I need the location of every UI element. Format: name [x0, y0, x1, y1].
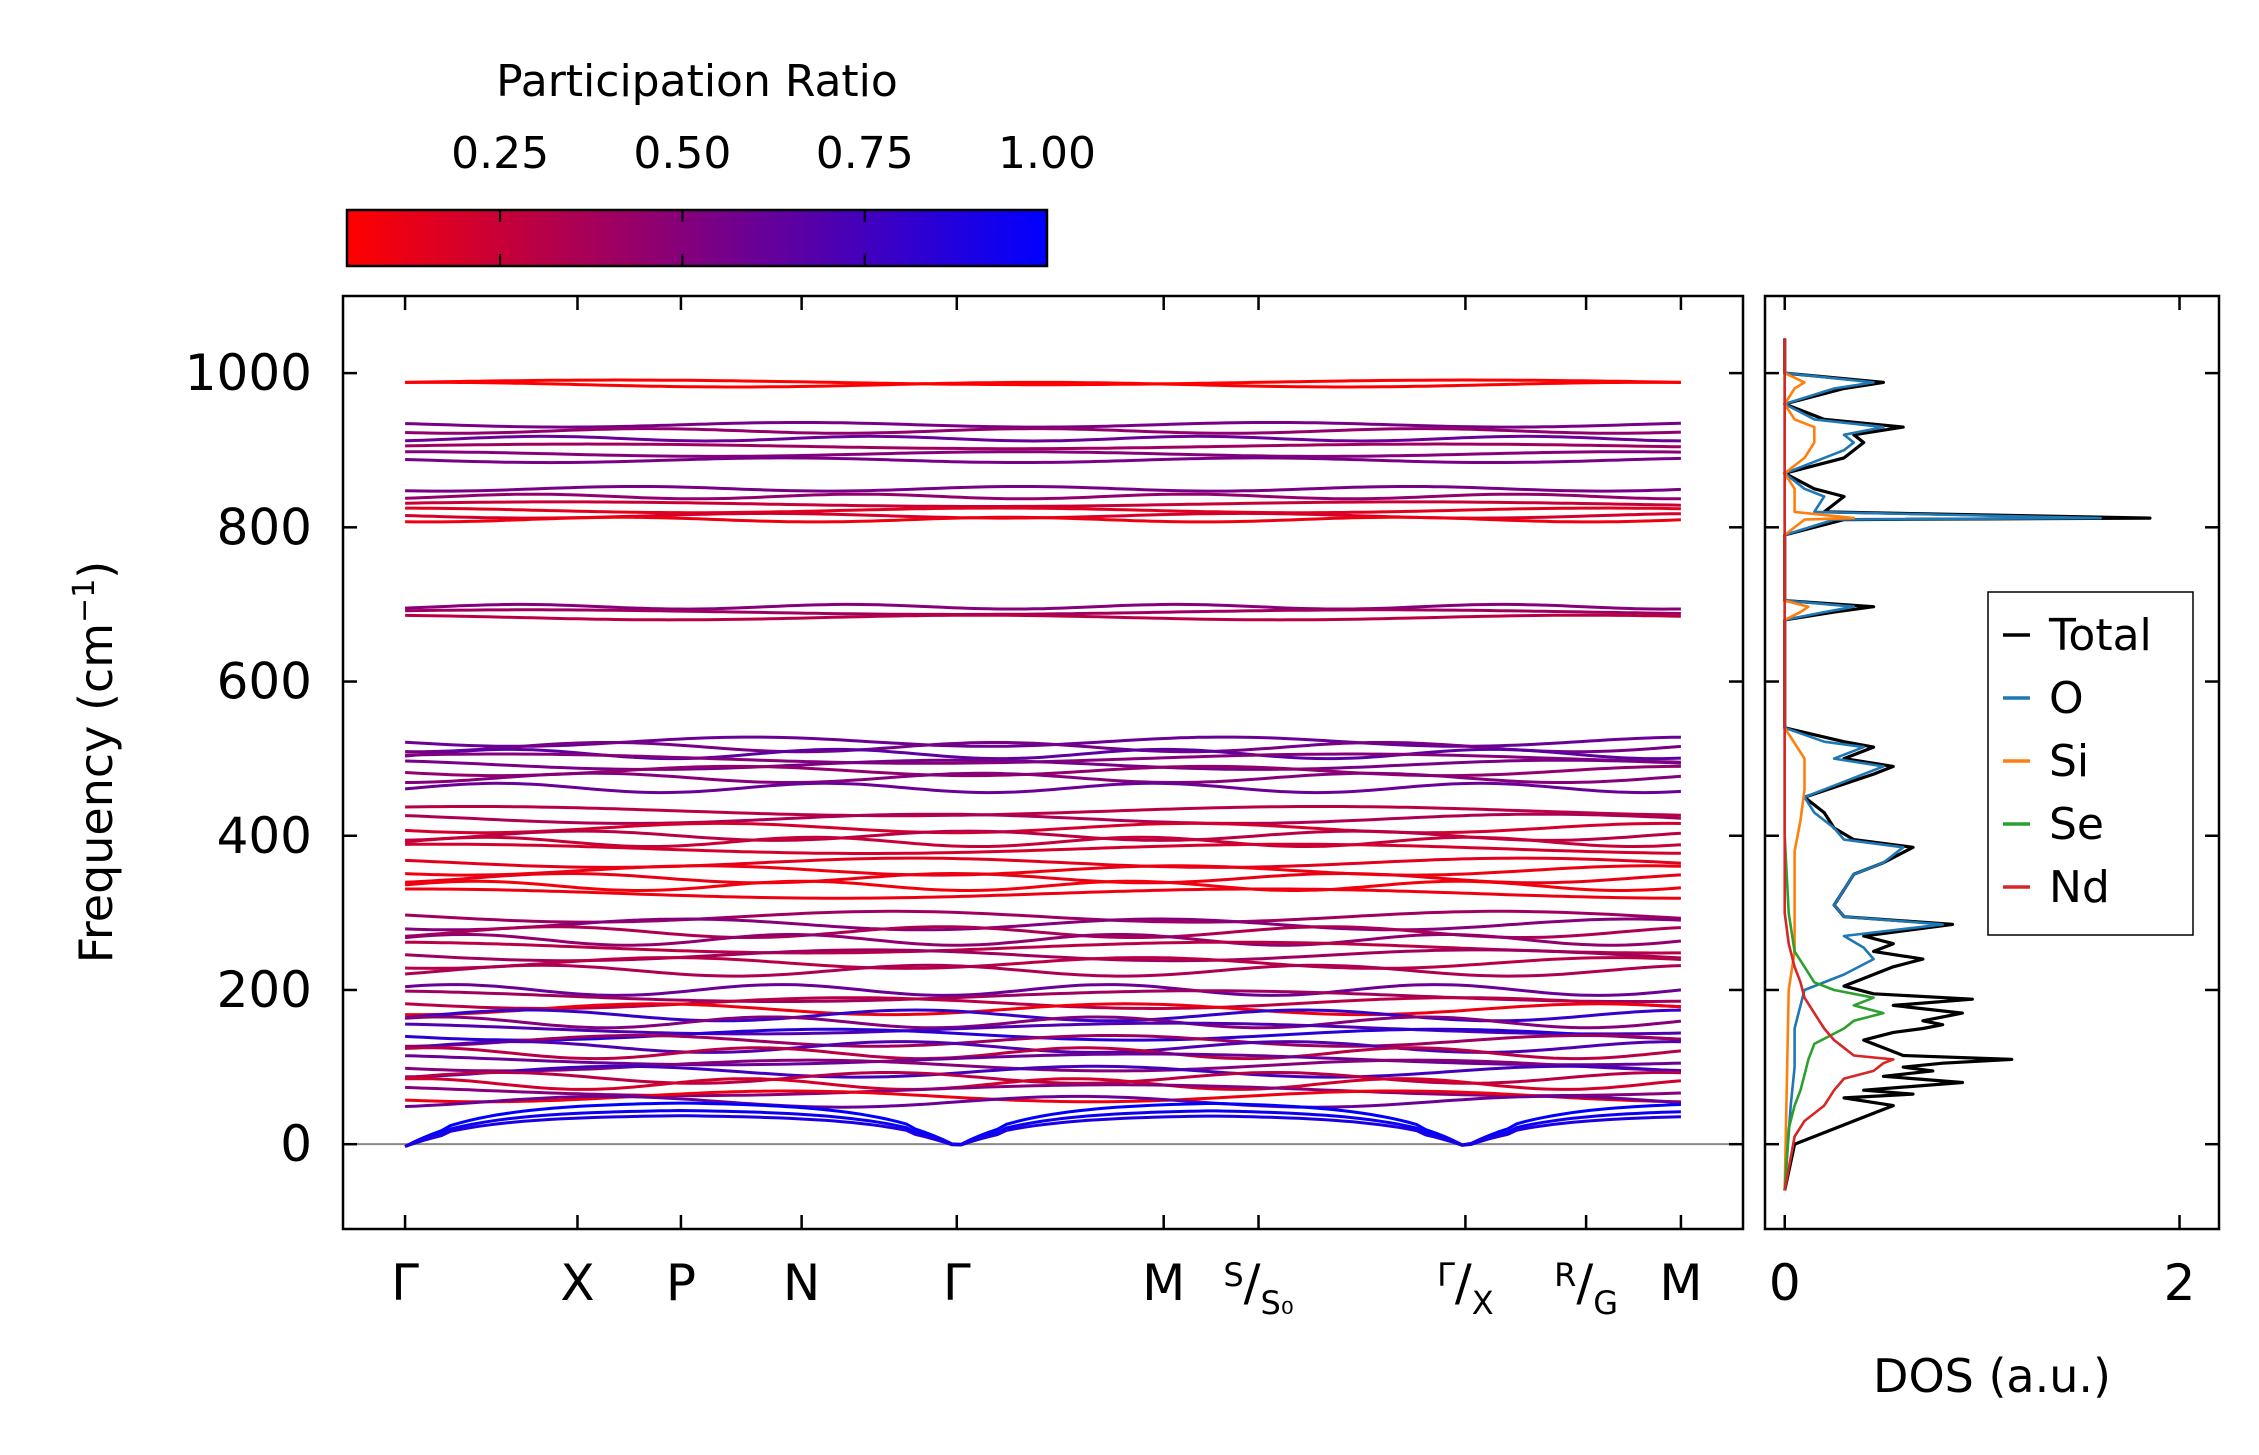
band-line: [405, 1046, 1682, 1061]
band-line: [405, 805, 1681, 818]
dos-series-o: [1783, 338, 2102, 1191]
band-line: [405, 421, 1681, 429]
dos-frame: [1763, 294, 2221, 1231]
colorbar-title: Participation Ratio: [496, 56, 898, 107]
band-line: [404, 983, 1682, 997]
band-line: [405, 1064, 1681, 1079]
y-axis-label: Frequency (cm−1): [67, 561, 123, 964]
band-line: [404, 1071, 1681, 1085]
band-lines: [343, 378, 1743, 1148]
band-line: [404, 781, 1681, 795]
colorbar-tick-label: 0.75: [816, 128, 914, 179]
band-line: [405, 864, 1681, 877]
legend-frame: [1987, 591, 2194, 936]
band-line: [405, 434, 1681, 443]
band-line: [404, 933, 1682, 947]
legend-label: O: [2049, 673, 2084, 724]
colorbar-tick-label: 0.25: [451, 128, 549, 179]
band-line: [405, 989, 1681, 1003]
band-line: [405, 917, 1681, 932]
legend-label: Total: [2048, 610, 2152, 661]
dos-series-nd: [1783, 338, 1895, 1191]
band-line: [405, 887, 1681, 900]
x-tick-label: M: [1659, 1254, 1702, 1312]
band-line: [405, 485, 1681, 493]
legend-label: Si: [2049, 736, 2089, 787]
band-line: [405, 1094, 1682, 1109]
band-line: [405, 856, 1681, 869]
band-line: [405, 450, 1681, 458]
band-line: [405, 515, 1681, 524]
band-structure-panel: 0 200 400 600 800 1000 Γ X P N Γ M S/S₀ Γ/X R/G M Freq…: [67, 294, 1745, 1322]
dos-lines: [1783, 338, 2152, 1191]
band-line: [405, 492, 1681, 501]
y-tick-label: 200: [217, 961, 312, 1019]
band-line: [405, 812, 1681, 825]
band-line: [405, 956, 1681, 970]
band-line: [405, 1083, 1681, 1098]
band-line: [405, 378, 1681, 387]
band-line: [405, 1034, 1681, 1048]
band-line: [405, 500, 1681, 508]
x-tick-label: Γ: [391, 1254, 419, 1312]
y-tick-label: 1000: [185, 344, 312, 402]
colorbar-tick-label: 0.50: [633, 128, 731, 179]
band-line: [405, 427, 1681, 435]
band-line: [405, 602, 1681, 611]
band-line: [404, 879, 1682, 892]
band-frame: [341, 294, 1745, 1231]
band-line: [405, 442, 1681, 451]
x-tick-label: M: [1142, 1254, 1185, 1312]
x-tick-label: Γ: [943, 1254, 971, 1312]
colorbar: Participation Ratio 0.25 0.50 0.75 1.00: [345, 56, 1096, 268]
band-line: [405, 909, 1681, 924]
dos-legend: Total O Si Se Nd: [1987, 591, 2194, 936]
acoustic-branch: [404, 1114, 1681, 1148]
y-tick-label: 400: [217, 807, 312, 865]
band-line: [405, 741, 1682, 754]
band-line: [405, 758, 1681, 771]
band-line: [405, 821, 1681, 835]
band-line: [405, 506, 1681, 515]
colorbar-tick-label: 1.00: [998, 128, 1096, 179]
band-line: [405, 771, 1682, 784]
legend-label: Se: [2049, 799, 2104, 850]
colorbar-ticks: 0.25 0.50 0.75 1.00: [451, 128, 1096, 266]
band-line: [404, 963, 1681, 978]
y-tick-label: 0: [280, 1115, 312, 1173]
y-tick-label: 600: [217, 653, 312, 711]
band-line: [405, 1021, 1681, 1036]
x-tick-label: P: [666, 1254, 696, 1312]
x-tick-label: R/G: [1554, 1254, 1618, 1322]
legend-label: Nd: [2049, 862, 2110, 913]
band-line: [405, 380, 1681, 389]
band-line: [405, 1052, 1681, 1067]
band-line: [404, 835, 1681, 848]
colorbar-gradient: [345, 208, 1049, 268]
x-tick-label: S/S₀: [1223, 1254, 1293, 1322]
band-line: [405, 1077, 1682, 1091]
dos-x-tick-label: 2: [2164, 1254, 2196, 1312]
band-line: [405, 608, 1681, 616]
band-line: [405, 613, 1681, 622]
dos-x-tick-label: 0: [1769, 1254, 1801, 1312]
band-line: [405, 1002, 1681, 1017]
band-line: [405, 1015, 1682, 1030]
band-y-ticks: 0 200 400 600 800 1000: [185, 344, 1743, 1173]
x-tick-label: N: [783, 1254, 820, 1312]
band-line: [405, 456, 1681, 465]
band-x-ticks: Γ X P N Γ M S/S₀ Γ/X R/G M: [391, 296, 1703, 1322]
dos-x-axis-label: DOS (a.u.): [1873, 1349, 2111, 1403]
x-tick-label: X: [560, 1254, 594, 1312]
x-tick-label: Γ/X: [1437, 1254, 1494, 1322]
band-line: [405, 842, 1681, 855]
y-tick-label: 800: [217, 498, 312, 556]
band-line: [405, 940, 1681, 955]
band-line: [405, 764, 1681, 778]
dos-series-se: [1783, 338, 1885, 1191]
